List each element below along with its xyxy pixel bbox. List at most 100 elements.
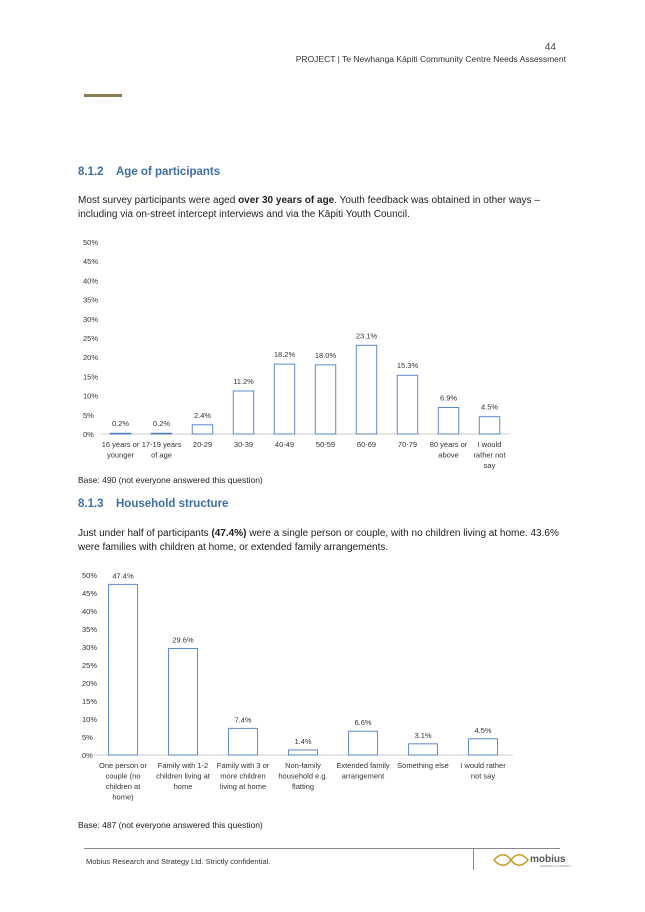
category-label: Non-family: [285, 761, 321, 770]
category-label: younger: [107, 451, 135, 460]
category-label: above: [438, 451, 458, 460]
section-number: 8.1.3: [78, 498, 104, 510]
data-label: 2.4%: [194, 411, 211, 420]
para-text: . Youth feedback was obtained in other w…: [78, 195, 540, 220]
data-label: 7.4%: [234, 715, 251, 724]
bar: [408, 743, 438, 756]
household-paragraph: Just under half of participants (47.4%) …: [78, 527, 578, 555]
data-label: 6.9%: [440, 394, 457, 403]
household-base-note: Base: 487 (not everyone answered this qu…: [78, 820, 263, 830]
data-label: 18.2%: [274, 350, 296, 359]
para-text: Most survey participants were aged: [78, 195, 239, 206]
bar: [109, 432, 132, 435]
category-label: arrangement: [342, 772, 385, 781]
bar: [108, 583, 138, 756]
category-label: children living at: [156, 772, 211, 781]
y-tick-label: 40%: [82, 607, 97, 616]
y-tick-label: 25%: [82, 661, 97, 670]
bar: [355, 344, 378, 435]
y-tick-label: 15%: [82, 697, 97, 706]
bar: [396, 374, 419, 435]
category-label: couple (no: [105, 772, 140, 781]
data-label: 23.1%: [356, 331, 378, 340]
age-bar-chart: 0% 5% 10% 15% 20% 25% 30% 35% 40% 45% 50% 0.2% 16 ye…: [83, 238, 510, 470]
category-label: Something else: [397, 761, 449, 770]
y-tick-label: 30%: [83, 315, 98, 324]
bar: [437, 407, 460, 435]
category-label: rather not: [473, 451, 506, 460]
section-heading-household: 8.1.3 Household structure: [78, 498, 228, 510]
bar: [232, 390, 255, 435]
bar: [468, 738, 498, 756]
category-label: living at home: [220, 782, 266, 791]
bar: [150, 432, 173, 435]
category-label: One person or: [99, 761, 147, 770]
y-tick-label: 25%: [83, 334, 98, 343]
category-label: children at: [106, 782, 142, 791]
category-label: Family with 1-2: [158, 761, 208, 770]
y-tick-label: 20%: [82, 679, 97, 688]
category-label: 70-79: [398, 440, 417, 449]
category-label: not say: [471, 772, 495, 781]
y-tick-label: 0%: [83, 430, 94, 439]
y-tick-label: 10%: [83, 392, 98, 401]
section-heading-age: 8.1.2 Age of participants: [78, 166, 220, 178]
section-title: Age of participants: [116, 166, 221, 178]
footer-text: Mobius Research and Strategy Ltd. Strict…: [86, 857, 271, 866]
bar: [168, 647, 198, 756]
para-emphasis: over 30 years of age: [238, 195, 335, 206]
para-emphasis: (47.4%): [211, 528, 247, 539]
y-tick-label: 35%: [83, 296, 98, 305]
section-number: 8.1.2: [78, 166, 104, 178]
category-label: Family with 3 or: [217, 761, 270, 770]
section-title: Household structure: [116, 498, 229, 510]
data-label: 0.2%: [112, 419, 129, 428]
bar: [273, 363, 296, 435]
data-label: 4.5%: [474, 726, 491, 735]
category-label: 16 years or: [102, 440, 140, 449]
y-tick-label: 0%: [82, 751, 93, 760]
page-number: 44: [544, 42, 556, 53]
y-tick-label: 50%: [82, 571, 97, 580]
category-label: household e.g.: [278, 772, 327, 781]
household-bar-chart: 0% 5% 10% 15% 20% 25% 30% 35% 40% 45% 50% 47.4% One …: [82, 571, 513, 802]
data-label: 18.0%: [315, 351, 337, 360]
y-tick-label: 5%: [83, 411, 94, 420]
running-header: PROJECT | Te Newhanga Kāpiti Community C…: [295, 54, 566, 64]
category-label: 50-59: [316, 440, 335, 449]
para-text: Just under half of participants: [78, 528, 212, 539]
y-tick-label: 30%: [82, 643, 97, 652]
age-paragraph: Most survey participants were aged over …: [78, 194, 578, 222]
bar: [348, 730, 378, 756]
y-tick-label: 15%: [83, 372, 98, 381]
footer-separator: [473, 848, 474, 870]
data-label: 6.6%: [354, 718, 371, 727]
bar: [288, 749, 318, 756]
mobius-logo: mobius RESEARCH & STRATEGY: [492, 853, 572, 868]
y-tick-label: 45%: [82, 589, 97, 598]
data-label: 47.4%: [112, 571, 134, 580]
category-label: 20-29: [193, 440, 212, 449]
bar: [228, 727, 258, 756]
age-base-note: Base: 490 (not everyone answered this qu…: [78, 475, 263, 485]
y-tick-label: 35%: [82, 625, 97, 634]
bar: [191, 424, 214, 435]
category-label: 40-49: [275, 440, 294, 449]
bar: [478, 416, 501, 435]
data-label: 0.2%: [153, 419, 170, 428]
category-label: 30-39: [234, 440, 253, 449]
category-label: Extended family: [336, 761, 390, 770]
data-label: 29.6%: [172, 635, 194, 644]
data-label: 3.1%: [414, 731, 431, 740]
footer-rule: [84, 848, 560, 849]
category-label: 60-69: [357, 440, 376, 449]
logo-mark: [492, 853, 530, 867]
category-label: home): [112, 793, 134, 802]
category-label: flatting: [292, 782, 314, 791]
category-label: home: [174, 782, 193, 791]
y-tick-label: 50%: [83, 238, 98, 247]
y-tick-label: 20%: [83, 353, 98, 362]
logo-wordmark: mobius: [530, 854, 566, 865]
category-label: 80 years or: [430, 440, 468, 449]
y-tick-label: 45%: [83, 257, 98, 266]
